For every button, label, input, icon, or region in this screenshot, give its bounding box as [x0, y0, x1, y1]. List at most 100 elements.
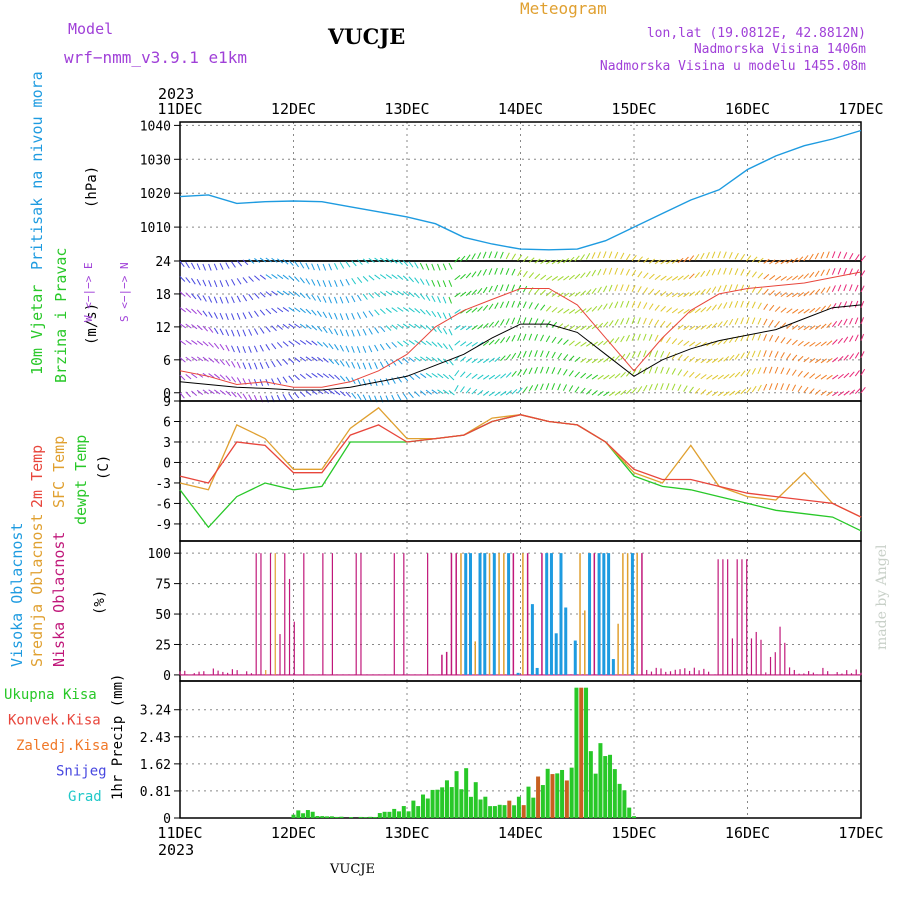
wind-barb [179, 291, 186, 297]
wind-barb [797, 355, 804, 362]
wind-barb [276, 359, 282, 367]
wind-barb [391, 359, 397, 366]
wind-barb [271, 307, 278, 314]
wind-dir-label-we: W <−|−> E [82, 262, 95, 322]
tick-label: 100 [148, 547, 171, 562]
wind-barb [425, 356, 433, 362]
wind-barb [694, 272, 700, 279]
wind-barb [374, 362, 378, 369]
wind-barb [683, 292, 690, 298]
wind-barb [568, 370, 574, 377]
wind-barb [420, 308, 426, 315]
wind-barb [408, 276, 415, 283]
station-title: VUCJE [327, 24, 405, 49]
wind-barb [843, 318, 848, 326]
wind-barb [631, 255, 637, 262]
wind-barb [276, 342, 283, 348]
wind-barb [854, 334, 859, 342]
wind-barb [374, 274, 381, 280]
wind-barb [849, 300, 853, 308]
wind-barb [700, 358, 707, 364]
wind-barb [202, 325, 209, 332]
precip-bar [612, 769, 617, 818]
wind-barb [608, 251, 613, 259]
wind-barb [757, 333, 762, 341]
wind-barb [831, 302, 837, 310]
wind-barb [500, 284, 504, 292]
wind-barb [311, 389, 318, 395]
precip-bar [373, 816, 378, 818]
wind-barb [460, 255, 466, 262]
wind-barb [568, 325, 576, 331]
wind-barb [591, 358, 599, 364]
wind-barb [397, 274, 404, 280]
wind-barb [231, 313, 235, 321]
wind-barb [328, 280, 332, 288]
wind-barb [488, 321, 494, 328]
wind-barb [792, 324, 799, 330]
wind-barb [603, 303, 608, 310]
wind-barb [706, 305, 712, 312]
wind-barb [614, 284, 618, 292]
precip-bar [526, 786, 531, 818]
wind-barb [557, 352, 562, 360]
precip-bar [507, 800, 512, 818]
wind-barb [477, 288, 483, 295]
wind-barb [786, 258, 793, 264]
tick-label: 75 [155, 578, 171, 593]
wind-barb [420, 324, 427, 330]
date-tick-label: 13DEC [384, 824, 429, 842]
wind-barb [231, 376, 237, 383]
wind-barb [334, 312, 338, 320]
wind-barb [591, 390, 598, 396]
wind-barb [706, 269, 711, 277]
wind-barb [574, 255, 580, 262]
wind-barb [408, 307, 415, 313]
wind-barb [505, 268, 510, 275]
wind-barb [231, 345, 235, 353]
wind-barb [351, 295, 356, 303]
wind-barb [408, 340, 415, 345]
wind-barb [511, 268, 516, 276]
wind-barb [465, 325, 473, 331]
wind-barb [780, 276, 787, 281]
wind-barb [448, 312, 453, 320]
date-tick-label: 12DEC [271, 824, 316, 842]
wind-barb [505, 353, 511, 361]
wind-barb [397, 259, 403, 265]
precip-bar [358, 816, 363, 818]
wind-barb [769, 304, 775, 311]
wind-barb [465, 254, 471, 261]
wind-barb [448, 280, 453, 287]
wind-barb [774, 321, 780, 328]
tick-label: 1040 [140, 119, 171, 134]
wind-barb [780, 337, 786, 344]
pressure-unit: (hPa) [84, 166, 100, 208]
precip-bar [325, 816, 330, 818]
wind-barb [660, 320, 666, 327]
wind-barb [774, 366, 779, 374]
legend-entry: Grad [68, 789, 102, 805]
wind-barb [768, 383, 773, 391]
wind-barb [689, 341, 696, 347]
wind-barb [711, 322, 718, 329]
wind-barb [425, 372, 433, 378]
wind-barb [265, 291, 272, 297]
wind-barb [608, 374, 616, 380]
wind-barb [734, 371, 741, 378]
wind-barb [288, 275, 295, 281]
wind-barb [826, 286, 831, 293]
wind-barb [391, 307, 398, 313]
tick-label: 18 [155, 288, 171, 303]
wind-barb [311, 372, 318, 378]
wind-barb [305, 390, 312, 396]
wind-barb [786, 275, 793, 281]
wind-barb [225, 375, 231, 382]
wind-barb [797, 274, 804, 280]
wind-barb [185, 323, 192, 329]
wind-barb [345, 313, 349, 321]
wind-barb [196, 294, 202, 301]
wind-barb [740, 317, 744, 325]
tick-label: 1010 [140, 221, 171, 236]
wind-barb [757, 287, 763, 294]
